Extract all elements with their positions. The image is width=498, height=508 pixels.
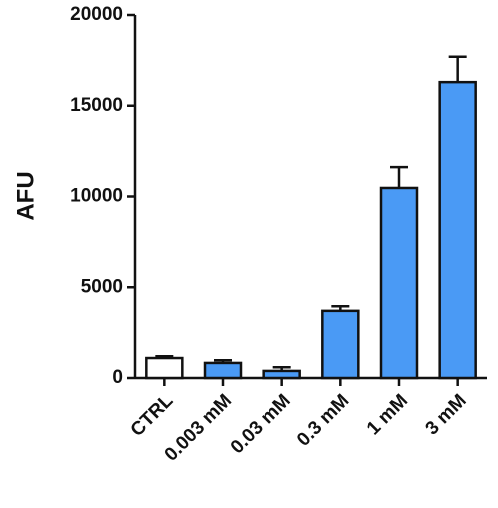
y-tick-label: 5000 bbox=[81, 276, 123, 297]
x-tick-label: CTRL bbox=[127, 390, 178, 441]
x-tick-label: 1 mM bbox=[363, 390, 412, 439]
y-tick-label: 10000 bbox=[70, 186, 123, 207]
bar bbox=[262, 369, 301, 380]
bar bbox=[145, 356, 184, 380]
x-tick-label: 3 mM bbox=[422, 390, 471, 439]
bar bbox=[379, 186, 419, 380]
y-tick-label: 15000 bbox=[70, 95, 123, 116]
y-axis-label: AFU bbox=[12, 171, 39, 220]
x-tick-label: 0.3 mM bbox=[293, 390, 353, 450]
y-tick-label: 20000 bbox=[70, 4, 123, 25]
bar bbox=[203, 361, 243, 380]
y-tick-label: 0 bbox=[112, 367, 123, 388]
bar bbox=[321, 309, 360, 380]
bar bbox=[438, 80, 477, 380]
x-tick-label: 0.03 mM bbox=[227, 390, 295, 458]
